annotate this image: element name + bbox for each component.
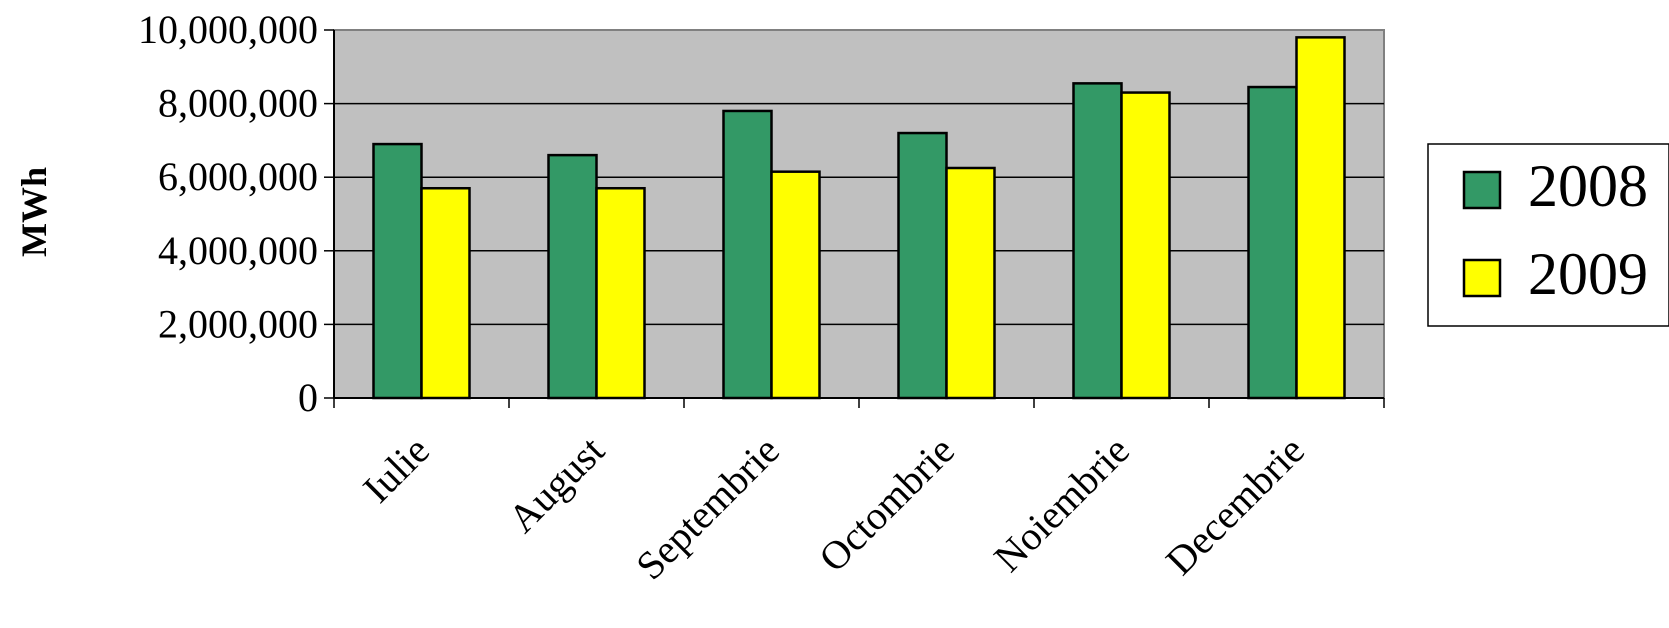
bar-2008-iulie — [372, 142, 423, 400]
bar-2008-august — [547, 153, 598, 400]
legend-label-2008: 2008 — [1528, 153, 1648, 219]
y-tick-label: 8,000,000 — [158, 81, 318, 126]
plot-area — [333, 29, 1385, 399]
bar-2008-octombrie — [897, 131, 948, 400]
x-tick-label: Noiembrie — [985, 428, 1138, 581]
y-tick-label: 2,000,000 — [158, 301, 318, 346]
legend-label-2009: 2009 — [1528, 241, 1648, 307]
y-axis-label: MWh — [14, 167, 54, 257]
bar-2009-octombrie — [945, 166, 996, 400]
y-tick-label: 10,000,000 — [138, 7, 318, 52]
x-tick-label: Iulie — [354, 428, 438, 512]
x-tick-label: Septembrie — [627, 428, 788, 589]
bar-2009-septembrie — [770, 170, 821, 400]
x-tick-label: August — [499, 428, 613, 542]
x-tick-label: Octombrie — [810, 428, 963, 581]
legend: 2008 2009 — [1427, 143, 1669, 327]
bar-2009-iulie — [420, 186, 471, 400]
bar-2008-noiembrie — [1072, 82, 1123, 400]
y-tick-label: 6,000,000 — [158, 154, 318, 199]
bar-2009-noiembrie — [1120, 91, 1171, 400]
y-tick-label: 0 — [298, 375, 318, 420]
x-tick-label: Decembrie — [1157, 428, 1313, 584]
bar-2008-septembrie — [722, 109, 773, 400]
bar-2009-august — [595, 186, 646, 400]
bar-2009-decembrie — [1295, 36, 1346, 400]
y-tick-label: 4,000,000 — [158, 228, 318, 273]
gridlines — [334, 102, 1384, 326]
legend-swatch-2008 — [1462, 170, 1502, 210]
legend-swatch-2009 — [1462, 258, 1502, 298]
bar-2008-decembrie — [1247, 85, 1298, 400]
